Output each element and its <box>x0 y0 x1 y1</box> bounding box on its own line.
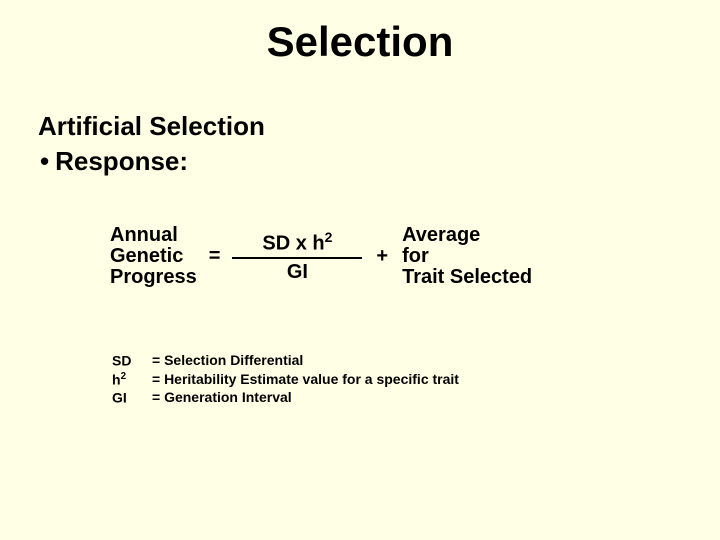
plus-sign: + <box>376 245 388 268</box>
fraction-top-super: 2 <box>325 229 333 245</box>
formula: Annual Genetic Progress = SD x h2 GI + A… <box>110 225 720 288</box>
legend-row: GI = Generation Interval <box>112 389 720 408</box>
legend-row: SD = Selection Differential <box>112 352 720 371</box>
formula-lhs-line1: Annual <box>110 225 197 246</box>
fraction-denominator: GI <box>281 259 314 286</box>
legend-def: = Selection Differential <box>152 352 303 371</box>
legend-key-prefix: SD <box>112 353 131 369</box>
legend-key: SD <box>112 352 152 371</box>
bullet-text: Response: <box>55 146 188 176</box>
formula-lhs: Annual Genetic Progress <box>110 225 197 288</box>
fraction-numerator: SD x h2 <box>256 227 338 258</box>
formula-lhs-line3: Progress <box>110 267 197 288</box>
legend-key-super: 2 <box>121 371 126 382</box>
legend-def: = Heritability Estimate value for a spec… <box>152 371 459 390</box>
legend-key-prefix: h <box>112 371 121 387</box>
formula-rhs-line3: Trait Selected <box>402 267 532 288</box>
subtitle-block: Artificial Selection •Response: <box>38 110 720 177</box>
fraction-top-prefix: SD x h <box>262 232 324 254</box>
slide-title: Selection <box>0 0 720 66</box>
bullet-symbol: • <box>40 145 49 178</box>
legend-key-prefix: GI <box>112 390 127 406</box>
formula-rhs: Average for Trait Selected <box>402 225 532 288</box>
formula-lhs-line2: Genetic <box>110 246 197 267</box>
equals-sign: = <box>209 245 221 268</box>
legend-def: = Generation Interval <box>152 389 292 408</box>
legend: SD = Selection Differential h2 = Heritab… <box>112 352 720 408</box>
subtitle-text: Artificial Selection <box>38 110 720 143</box>
legend-row: h2 = Heritability Estimate value for a s… <box>112 371 720 390</box>
legend-key: GI <box>112 389 152 408</box>
formula-rhs-line1: Average <box>402 225 532 246</box>
bullet-line: •Response: <box>38 145 720 178</box>
formula-fraction: SD x h2 GI <box>232 227 362 287</box>
formula-rhs-line2: for <box>402 246 532 267</box>
legend-key: h2 <box>112 371 152 390</box>
